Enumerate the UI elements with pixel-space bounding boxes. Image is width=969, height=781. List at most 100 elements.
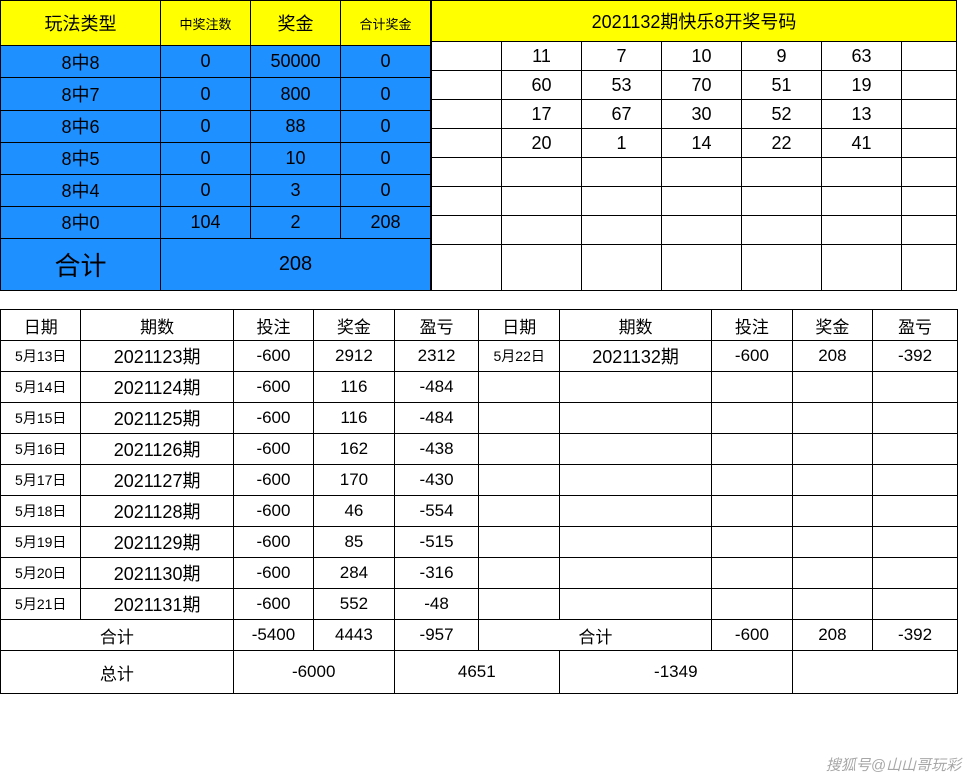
watermark: 搜狐号@山山哥玩彩: [826, 754, 961, 775]
numbers-cell: [662, 216, 742, 245]
numbers-cell: 1: [582, 129, 662, 158]
ledger-grand-cell: 总计: [1, 651, 234, 694]
prize-cell: 800: [251, 78, 341, 110]
ledger-header: 日期: [479, 310, 559, 341]
numbers-tail: [902, 42, 957, 71]
ledger-cell: [873, 465, 958, 496]
prize-cell: 8中4: [1, 174, 161, 206]
ledger-cell: -438: [394, 434, 479, 465]
ledger-cell: -600: [233, 403, 313, 434]
ledger-header: 盈亏: [394, 310, 479, 341]
ledger-cell: 5月15日: [1, 403, 81, 434]
numbers-cell: 11: [502, 42, 582, 71]
prize-cell: 208: [341, 206, 431, 238]
ledger-cell: 5月18日: [1, 496, 81, 527]
ledger-cell: [712, 434, 792, 465]
ledger-header: 期数: [559, 310, 711, 341]
numbers-cell: [662, 245, 742, 291]
prize-sum-value: 208: [161, 238, 431, 290]
ledger-cell: -515: [394, 527, 479, 558]
prize-cell: 0: [161, 142, 251, 174]
ledger-cell: 85: [314, 527, 394, 558]
numbers-cell: [662, 158, 742, 187]
prize-cell: 0: [341, 46, 431, 78]
ledger-cell: -484: [394, 403, 479, 434]
ledger-cell: [479, 496, 559, 527]
numbers-cell: 70: [662, 71, 742, 100]
numbers-cell: [822, 158, 902, 187]
numbers-lead: [432, 158, 502, 187]
numbers-cell: [582, 187, 662, 216]
ledger-cell: -600: [233, 527, 313, 558]
ledger-cell: 2021128期: [81, 496, 233, 527]
ledger-cell: 5月20日: [1, 558, 81, 589]
numbers-cell: [742, 216, 822, 245]
ledger-cell: [712, 372, 792, 403]
ledger-cell: 2021132期: [559, 341, 711, 372]
prize-cell: 50000: [251, 46, 341, 78]
numbers-cell: 10: [662, 42, 742, 71]
ledger-cell: [479, 589, 559, 620]
ledger-cell: [479, 465, 559, 496]
numbers-tail: [902, 216, 957, 245]
ledger-cell: 2021127期: [81, 465, 233, 496]
numbers-cell: 22: [742, 129, 822, 158]
ledger-grand-cell: [792, 651, 957, 694]
ledger-cell: [479, 372, 559, 403]
ledger-cell: [712, 589, 792, 620]
ledger-cell: [559, 403, 711, 434]
ledger-cell: [712, 496, 792, 527]
ledger-cell: [559, 558, 711, 589]
numbers-cell: 9: [742, 42, 822, 71]
numbers-title: 2021132期快乐8开奖号码: [432, 1, 957, 42]
ledger-cell: -600: [233, 589, 313, 620]
ledger-cell: 552: [314, 589, 394, 620]
ledger-grand-cell: 4651: [394, 651, 559, 694]
numbers-cell: [662, 187, 742, 216]
ledger-cell: [559, 372, 711, 403]
numbers-cell: 19: [822, 71, 902, 100]
ledger-cell: [792, 496, 872, 527]
ledger-cell: 2021131期: [81, 589, 233, 620]
prize-cell: 10: [251, 142, 341, 174]
ledger-cell: 5月21日: [1, 589, 81, 620]
ledger-cell: -484: [394, 372, 479, 403]
ledger-cell: [712, 403, 792, 434]
ledger-cell: -600: [233, 496, 313, 527]
prize-cell: 0: [161, 46, 251, 78]
ledger-header: 投注: [712, 310, 792, 341]
numbers-lead: [432, 245, 502, 291]
prize-header-count: 中奖注数: [161, 1, 251, 46]
numbers-cell: 20: [502, 129, 582, 158]
ledger-cell: 2312: [394, 341, 479, 372]
ledger-cell: [712, 465, 792, 496]
ledger-subtotal-cell: -957: [394, 620, 479, 651]
ledger-subtotal-cell: -392: [873, 620, 958, 651]
ledger-cell: [792, 527, 872, 558]
ledger-cell: [712, 558, 792, 589]
numbers-cell: [742, 245, 822, 291]
ledger-header: 期数: [81, 310, 233, 341]
prize-sum-label: 合计: [1, 238, 161, 290]
prize-header-type: 玩法类型: [1, 1, 161, 46]
numbers-cell: 14: [662, 129, 742, 158]
ledger-cell: [792, 589, 872, 620]
numbers-cell: 17: [502, 100, 582, 129]
ledger-cell: [792, 403, 872, 434]
ledger-cell: 2021126期: [81, 434, 233, 465]
ledger-subtotal-cell: -5400: [233, 620, 313, 651]
ledger-cell: 116: [314, 372, 394, 403]
ledger-cell: [559, 496, 711, 527]
numbers-cell: 7: [582, 42, 662, 71]
ledger-cell: 2021124期: [81, 372, 233, 403]
ledger-subtotal-cell: 合计: [1, 620, 234, 651]
ledger-cell: [479, 403, 559, 434]
numbers-lead: [432, 216, 502, 245]
ledger-cell: -600: [233, 465, 313, 496]
numbers-lead: [432, 71, 502, 100]
ledger-cell: 5月22日: [479, 341, 559, 372]
ledger-cell: -430: [394, 465, 479, 496]
numbers-table: 2021132期快乐8开奖号码 117109636053705119176730…: [431, 0, 957, 291]
numbers-cell: [742, 158, 822, 187]
ledger-cell: -48: [394, 589, 479, 620]
